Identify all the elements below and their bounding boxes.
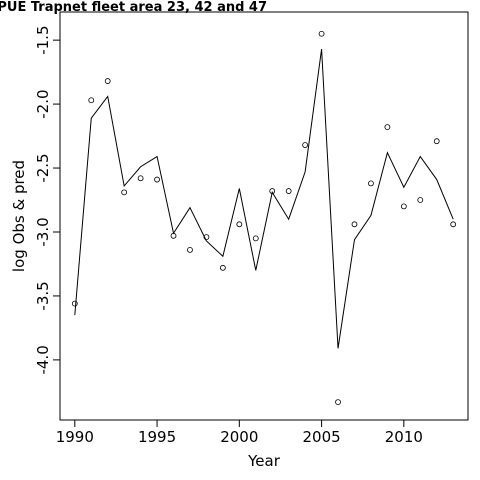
y-axis-label: log Obs & pred — [10, 160, 28, 272]
observed-point — [104, 78, 111, 84]
observed-point — [335, 399, 341, 405]
observed-point — [252, 235, 259, 242]
x-tick-label: 1990 — [56, 428, 94, 446]
observed-point — [318, 30, 325, 37]
y-tick-label: -3.5 — [34, 281, 52, 310]
observed-point — [71, 300, 78, 307]
observed-point — [351, 221, 358, 228]
x-tick-label: 2010 — [385, 428, 423, 446]
y-tick-label: -3.0 — [34, 217, 52, 246]
x-tick-label: 1995 — [138, 428, 176, 446]
x-tick-label: 2000 — [220, 428, 258, 446]
observed-point — [450, 221, 457, 228]
observed-point — [269, 188, 276, 194]
observed-point — [154, 176, 160, 183]
plot-frame — [59, 11, 469, 421]
observed-series-points — [71, 30, 457, 405]
observed-point — [417, 197, 424, 203]
observed-point — [302, 142, 309, 148]
y-tick-label: -1.5 — [34, 25, 52, 54]
y-tick-label: -2.5 — [34, 153, 52, 182]
y-axis: -4.0 -3.5 -3.0 -2.5 -2.0 -1.5 — [34, 25, 61, 375]
chart-title: 03: CPUE Trapnet fleet area 23, 42 and 4… — [0, 0, 267, 15]
observed-point — [400, 203, 407, 210]
observed-point — [137, 175, 144, 182]
y-tick-label: -4.0 — [34, 345, 52, 374]
observed-point — [121, 189, 128, 196]
observed-point — [368, 180, 374, 187]
predicted-series-line — [74, 49, 454, 349]
x-tick-label: 2005 — [302, 428, 340, 446]
observed-point — [203, 234, 210, 241]
observed-point — [384, 124, 391, 131]
observed-point — [219, 264, 226, 271]
observed-point — [187, 246, 193, 253]
observed-point — [285, 188, 292, 194]
observed-point — [88, 97, 95, 104]
observed-point — [433, 138, 440, 145]
x-axis-label: Year — [247, 452, 281, 470]
x-axis: 1990 1995 2000 2005 2010 — [56, 419, 423, 446]
observed-point — [170, 232, 177, 239]
y-tick-label: -2.0 — [34, 89, 52, 118]
observed-point — [236, 221, 243, 228]
